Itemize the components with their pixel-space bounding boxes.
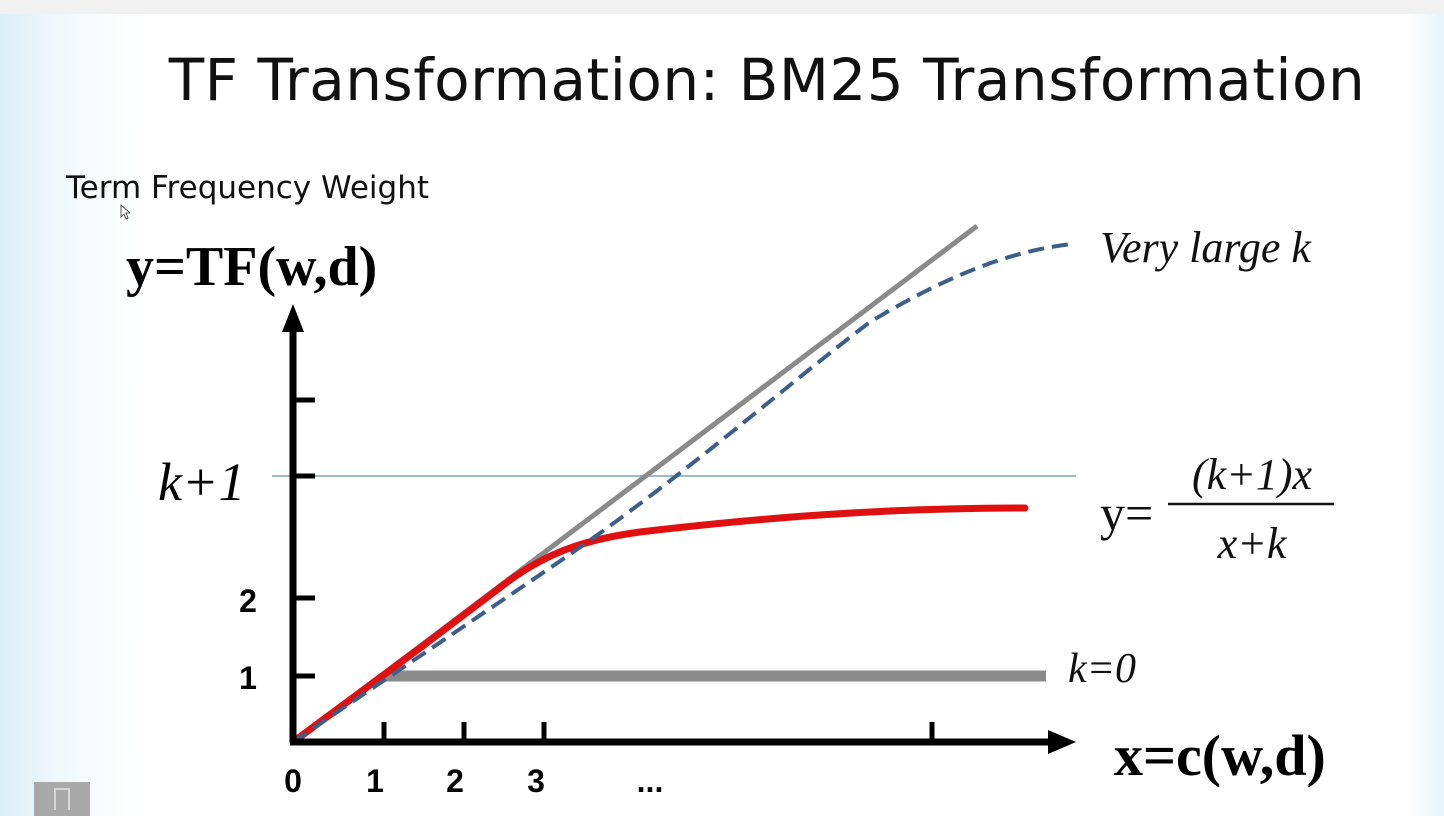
- x-tick-label: ...: [637, 763, 664, 799]
- slide-background-left: [0, 14, 150, 816]
- x-axis-label: x=c(w,d): [1114, 723, 1326, 788]
- x-tick-label: 2: [446, 763, 464, 799]
- presenter-logo-icon: [34, 782, 90, 816]
- formula-numerator: (k+1)x: [1192, 450, 1313, 499]
- y-axis-label: y=TF(w,d): [126, 236, 377, 298]
- very-large-k-curve: [291, 242, 1073, 744]
- formula-lhs: y=: [1100, 485, 1153, 541]
- slide-background-right: [1404, 14, 1444, 816]
- x-tick-label: 1: [366, 763, 384, 799]
- term-frequency-weight-caption: Term Frequency Weight: [66, 170, 429, 206]
- x-tick-label: 3: [527, 763, 545, 799]
- x-tick-label: 0: [284, 763, 302, 799]
- x-axis-arrow-icon: [1048, 730, 1076, 754]
- y-axis-arrow-icon: [282, 304, 304, 332]
- k-zero-label: k=0: [1068, 646, 1136, 692]
- very-large-k-label: Very large k: [1100, 223, 1312, 272]
- mouse-cursor-icon: [120, 204, 130, 220]
- y-tick-label: 2: [239, 583, 257, 619]
- formula-denominator: x+k: [1217, 519, 1288, 568]
- k-plus-one-label: k+1: [158, 452, 245, 512]
- bm25-curve: [289, 504, 1029, 746]
- slide-title: TF Transformation: BM25 Transformation: [168, 46, 1366, 114]
- y-tick-label: 1: [239, 660, 257, 696]
- top-bar: [0, 0, 1444, 14]
